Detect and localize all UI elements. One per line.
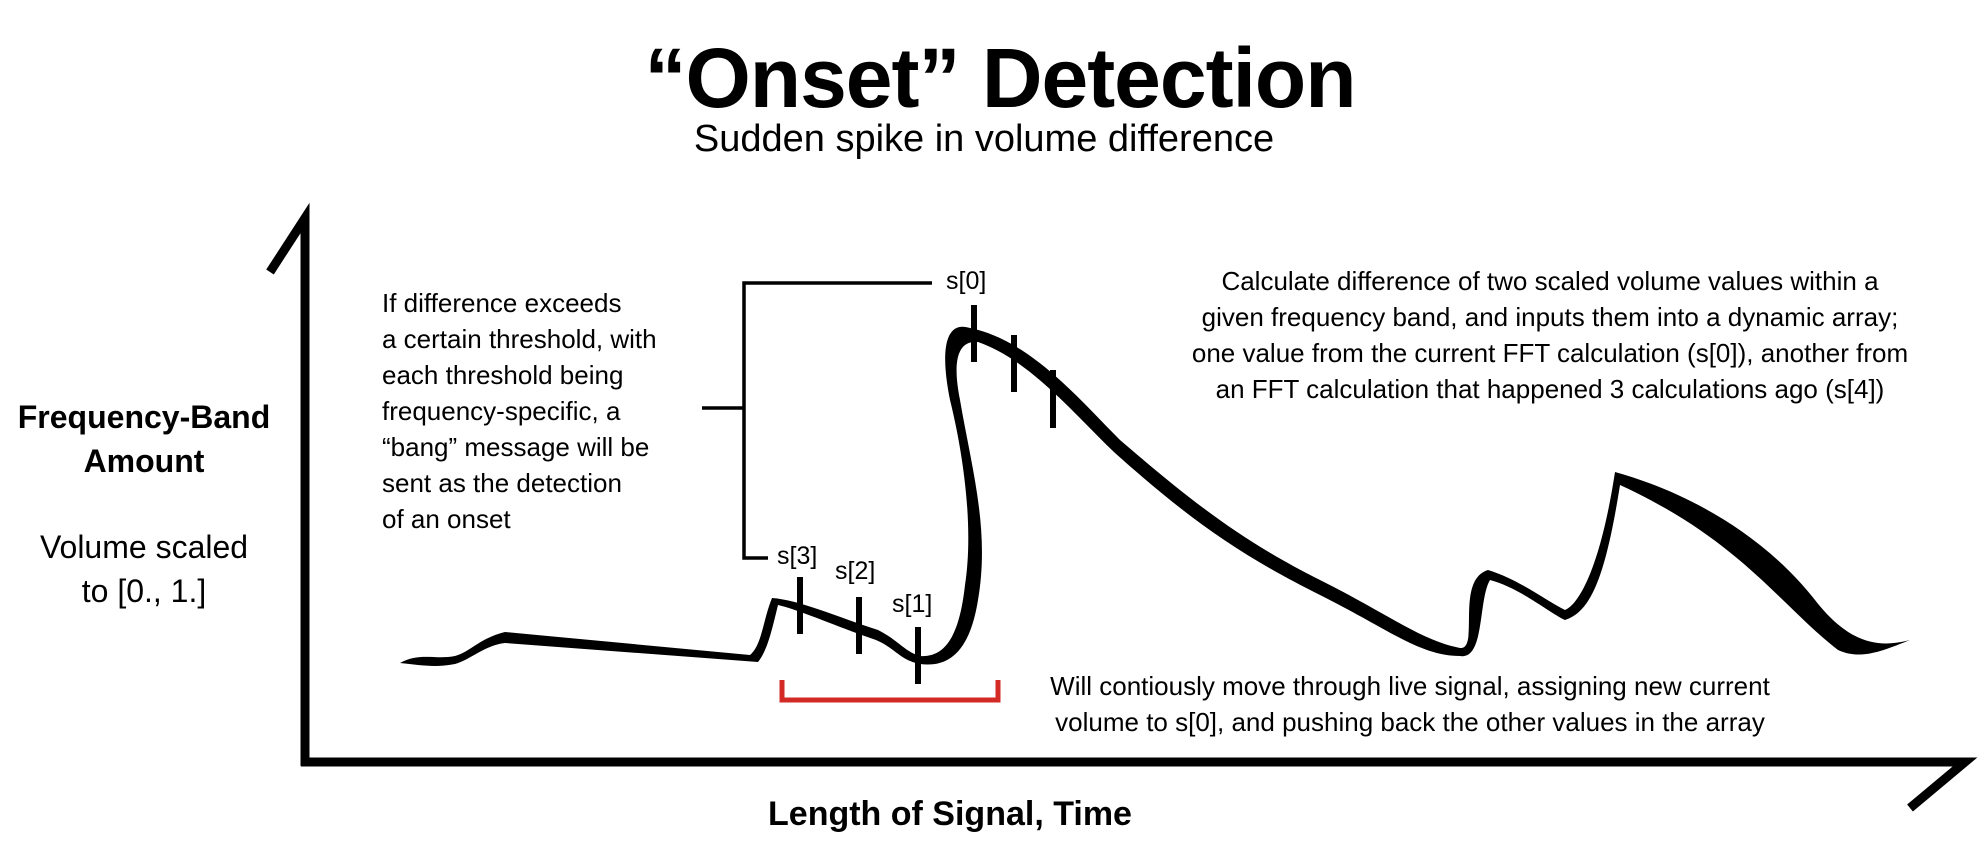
sample-label-s2: s[2] <box>835 557 876 585</box>
threshold-note-line: a certain threshold, with <box>382 324 657 354</box>
y-axis-sublabel: Volume scaled to [0., 1.] <box>0 525 288 613</box>
window-note-line: volume to s[0], and pushing back the oth… <box>1055 707 1765 737</box>
threshold-note-line: If difference exceeds <box>382 288 622 318</box>
sample-label-s1: s[1] <box>892 590 933 618</box>
threshold-note: If difference exceeds a certain threshol… <box>382 285 742 537</box>
threshold-note-line: of an onset <box>382 504 511 534</box>
window-bracket <box>779 680 1001 703</box>
difference-note-line: an FFT calculation that happened 3 calcu… <box>1215 374 1885 404</box>
threshold-note-line: frequency-specific, a <box>382 396 621 426</box>
x-axis-label: Length of Signal, Time <box>768 795 1132 833</box>
difference-note: Calculate difference of two scaled volum… <box>1150 263 1950 407</box>
sample-label-s0: s[0] <box>946 267 987 295</box>
difference-bracket <box>742 281 932 560</box>
y-axis-label-line2: Amount <box>83 443 205 479</box>
sample-label-s3: s[3] <box>777 542 818 570</box>
diagram-title: “Onset” Detection <box>644 31 1356 125</box>
y-axis-label: Frequency-Band Amount <box>0 395 288 483</box>
difference-note-line: one value from the current FFT calculati… <box>1191 338 1909 368</box>
difference-note-line: Calculate difference of two scaled volum… <box>1221 266 1879 296</box>
window-note-line: Will contiously move through live signal… <box>1050 671 1770 701</box>
difference-note-line: given frequency band, and inputs them in… <box>1201 302 1899 332</box>
y-axis-sublabel-line2: to [0., 1.] <box>81 573 207 609</box>
y-axis-sublabel-line1: Volume scaled <box>39 529 249 565</box>
y-axis-label-line1: Frequency-Band <box>17 399 271 435</box>
window-note: Will contiously move through live signal… <box>1000 668 1820 740</box>
threshold-note-line: “bang” message will be <box>382 432 650 462</box>
diagram-subtitle: Sudden spike in volume difference <box>693 118 1275 160</box>
y-axis-line <box>266 202 310 766</box>
threshold-note-line: sent as the detection <box>382 468 622 498</box>
x-axis-line <box>301 757 1978 812</box>
threshold-note-line: each threshold being <box>382 360 624 390</box>
